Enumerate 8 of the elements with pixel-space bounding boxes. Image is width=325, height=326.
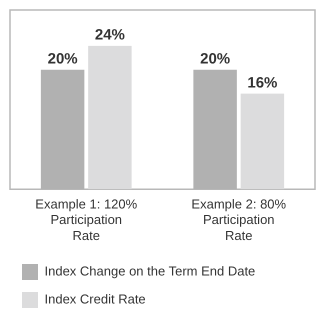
data-label: 20% <box>200 50 230 68</box>
x-tick-label: Example 2: 80% Participation Rate <box>191 196 287 243</box>
legend-label: Index Change on the Term End Date <box>44 264 256 279</box>
legend-label: Index Credit Rate <box>44 292 146 307</box>
data-label: 24% <box>94 26 125 44</box>
data-label: 16% <box>247 74 278 92</box>
x-tick-label: Example 1: 120% Participation Rate <box>35 196 138 243</box>
data-label: 20% <box>48 50 78 68</box>
